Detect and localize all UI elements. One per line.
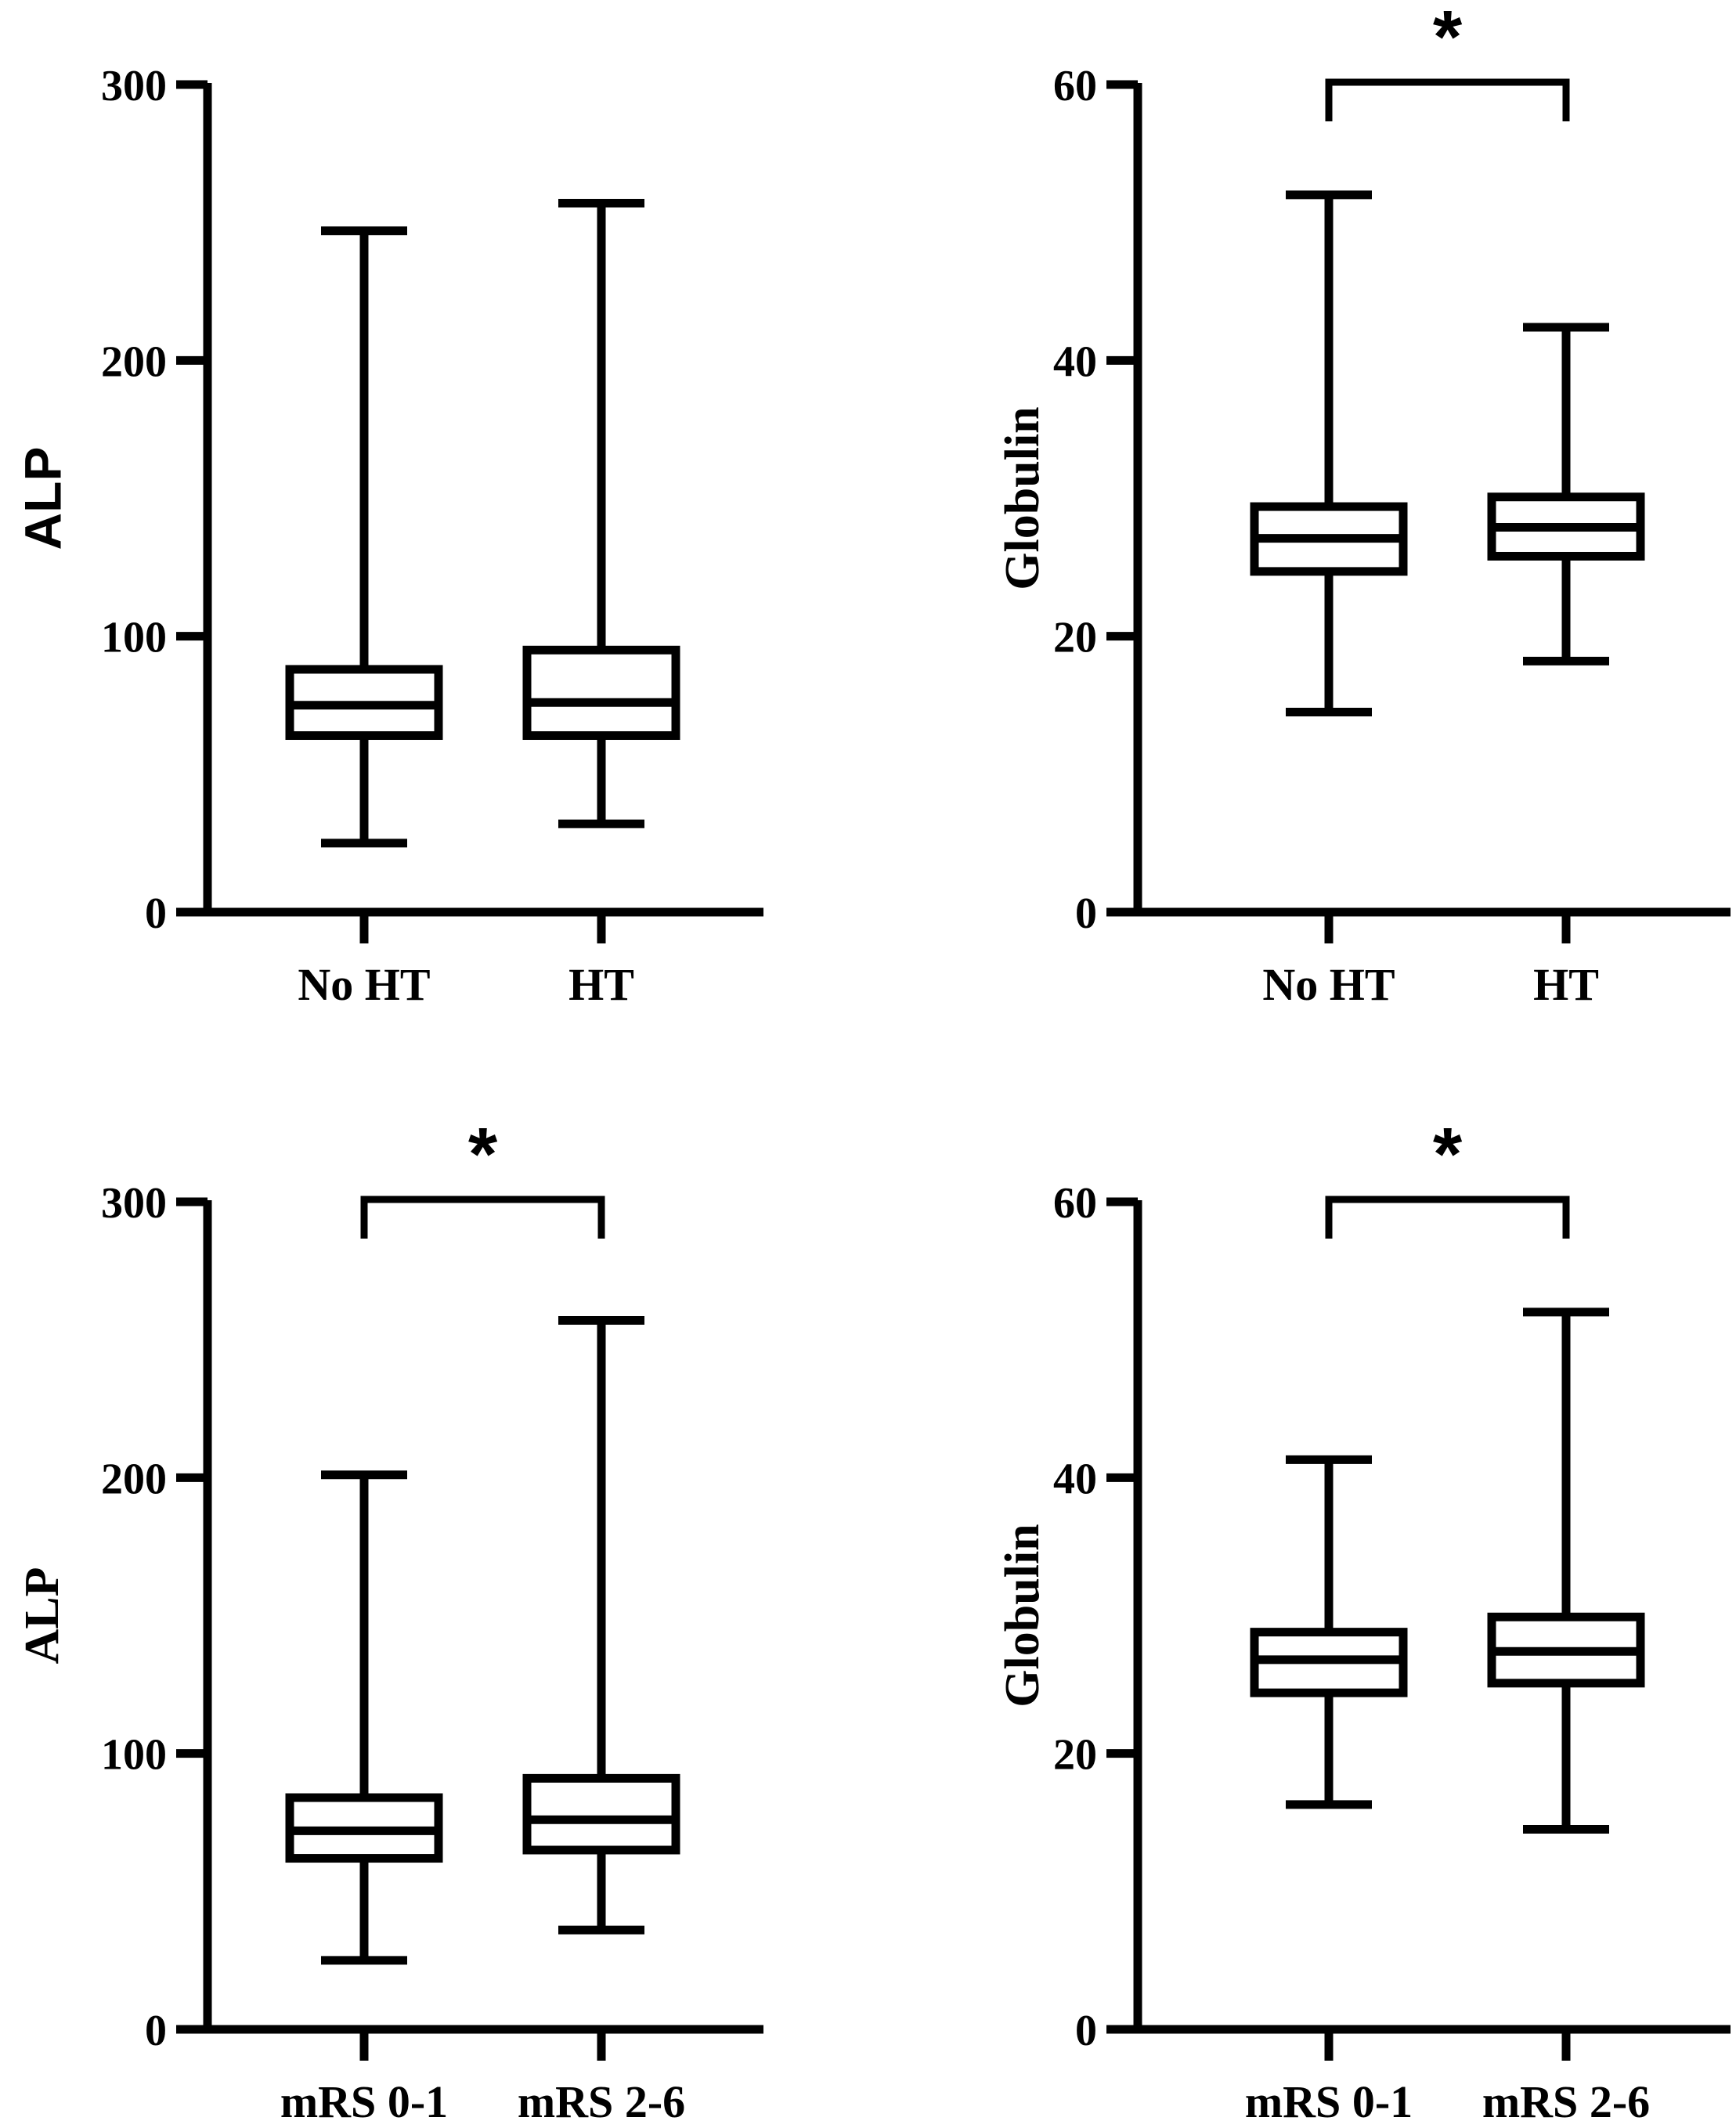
significance-star: * <box>1433 1113 1463 1196</box>
box-2 <box>1487 1307 1645 1834</box>
box-1 <box>1250 190 1408 717</box>
y-tick-label: 20 <box>1053 614 1097 662</box>
iqr-box <box>522 1773 680 1855</box>
box-1 <box>1250 1455 1408 1809</box>
x-tick-label: HT <box>1533 959 1599 1010</box>
significance-star: * <box>1433 0 1463 79</box>
y-axis-label: ALP <box>13 447 71 550</box>
y-tick-label: 200 <box>101 1455 167 1503</box>
y-tick-label: 0 <box>145 2007 167 2055</box>
significance-bracket <box>1325 78 1570 121</box>
x-tick-label: No HT <box>1262 959 1395 1010</box>
y-tick-label: 200 <box>101 337 167 386</box>
x-tick-label: mRS 0-1 <box>1245 2076 1413 2127</box>
y-tick-label: 100 <box>101 614 167 662</box>
box-2 <box>522 1316 680 1935</box>
y-tick-label: 300 <box>101 1179 167 1228</box>
significance-bracket <box>1325 1196 1570 1239</box>
chart-panel-3: 0 100 200 300 ALP mRS 0-1 mRS 2-6 * <box>16 1113 763 2127</box>
box-1 <box>285 226 443 848</box>
chart-panel-4: 0 20 40 60 Globulin mRS 0-1 mRS 2-6 * <box>996 1113 1731 2127</box>
x-tick-label: No HT <box>298 959 430 1010</box>
y-tick-label: 60 <box>1053 1179 1097 1228</box>
y-tick-label: 40 <box>1053 1455 1097 1503</box>
x-tick-label: mRS 2-6 <box>518 2076 685 2127</box>
iqr-box <box>522 645 680 741</box>
y-tick-label: 40 <box>1053 337 1097 386</box>
y-tick-label: 0 <box>1075 2007 1097 2055</box>
significance-bracket <box>360 1196 605 1239</box>
y-tick-label: 300 <box>101 62 167 110</box>
y-axis-label: Globulin <box>996 1524 1049 1707</box>
x-tick-label: mRS 2-6 <box>1482 2076 1650 2127</box>
x-tick-label: mRS 0-1 <box>280 2076 448 2127</box>
y-tick-label: 0 <box>1075 889 1097 938</box>
y-tick-label: 60 <box>1053 62 1097 110</box>
chart-panel-2: 0 20 40 60 Globulin No HT HT * <box>996 0 1731 1010</box>
significance-star: * <box>468 1113 498 1196</box>
chart-panel-1: 0 100 200 300 ALP No HT HT <box>13 62 763 1010</box>
x-tick-label: HT <box>568 959 634 1010</box>
box-1 <box>285 1470 443 1965</box>
y-tick-label: 20 <box>1053 1731 1097 1780</box>
box-2 <box>522 199 680 828</box>
y-axis-label: Globulin <box>996 406 1049 590</box>
y-axis-label: ALP <box>16 1567 69 1665</box>
y-tick-label: 0 <box>145 889 167 938</box>
y-tick-label: 100 <box>101 1731 167 1780</box>
box-2 <box>1487 323 1645 665</box>
